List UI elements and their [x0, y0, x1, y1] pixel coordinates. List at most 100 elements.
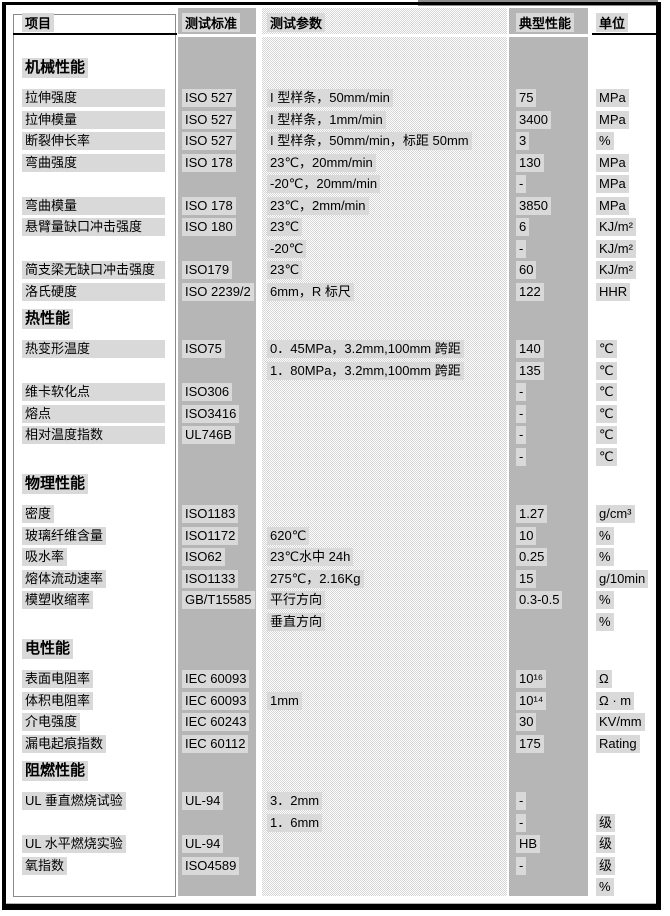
val-text: 10¹⁶ [516, 670, 547, 688]
std-text: IEC 60093 [182, 691, 250, 710]
table-row: 熔点 ISO3416 - ℃ [0, 404, 670, 426]
item-text: 熔体流动速率 [22, 569, 107, 588]
val-text: 75 [516, 89, 537, 107]
unit-cell: % [596, 526, 614, 545]
val-text: 30 [516, 713, 537, 731]
std-cell: ISO 527 [182, 110, 236, 129]
table-row: 体积电阻率 IEC 60093 1mm 10¹⁴ Ω · m [0, 691, 670, 713]
section-title-text: 电性能 [22, 639, 74, 659]
val-cell: 10¹⁶ [516, 670, 547, 688]
item-cell: 拉伸强度 [22, 89, 165, 107]
param-cell: 3．2mm [267, 792, 323, 810]
val-text: 60 [516, 261, 537, 279]
unit-text: KJ/m² [596, 261, 636, 279]
unit-text: MPa [596, 175, 629, 193]
val-text: 175 [516, 734, 544, 753]
param-text: 6mm，R 标尺 [267, 282, 354, 301]
val-cell: HB [516, 835, 541, 853]
param-text: 275℃，2.16Kg [267, 569, 364, 588]
unit-cell: KJ/m² [596, 239, 636, 258]
table-row: 简支梁无缺口冲击强度 ISO179 23℃ 60 KJ/m² [0, 260, 670, 282]
unit-text: % [596, 612, 614, 631]
standard-column-background [178, 37, 256, 896]
unit-header-underline [592, 33, 658, 35]
val-cell: 30 [516, 713, 537, 731]
std-cell: UL746B [182, 426, 235, 444]
item-cell: 体积电阻率 [22, 691, 94, 710]
section-flammability: 阻燃性能 UL 垂直燃烧试验 UL-94 3．2mm -1．6mm - 级 UL 水平燃烧实验… [0, 761, 670, 899]
unit-text: % [596, 526, 614, 545]
table-row: 密度 ISO1183 1.27 g/cm³ [0, 504, 670, 526]
std-text: ISO 2239/2 [182, 282, 254, 301]
unit-text: g/cm³ [596, 505, 635, 523]
unit-cell: ℃ [596, 383, 617, 401]
unit-text: % [596, 132, 614, 150]
val-cell: - [516, 239, 527, 258]
val-text: 3 [516, 132, 530, 150]
item-cell: 相对温度指数 [22, 426, 165, 444]
std-text: ISO 527 [182, 132, 236, 150]
param-cell: 23℃ [267, 218, 303, 236]
std-cell: ISO 178 [182, 196, 236, 215]
item-cell: 吸水率 [22, 548, 68, 566]
val-text: - [516, 792, 527, 810]
val-text: - [516, 239, 527, 258]
unit-text: MPa [596, 196, 629, 215]
std-text: ISO1133 [182, 569, 239, 588]
column-header-params: 测试参数 [267, 13, 326, 32]
param-text: 3．2mm [267, 792, 323, 810]
unit-cell: Ω [596, 670, 612, 688]
val-cell: 10 [516, 526, 537, 545]
column-header-params-text: 测试参数 [267, 13, 326, 32]
unit-cell: HHR [596, 282, 631, 301]
val-text: 130 [516, 153, 544, 172]
param-text: 1mm [267, 691, 302, 710]
table-row: - ℃ [0, 447, 670, 469]
param-text: 23℃，20mm/min [267, 153, 376, 172]
param-cell: 23℃ [267, 261, 303, 279]
unit-text: g/10min [596, 569, 649, 588]
section-title-text: 热性能 [22, 309, 74, 329]
param-text: 23℃，2mm/min [267, 196, 369, 215]
unit-cell: 级 [596, 835, 616, 853]
val-text: - [516, 404, 527, 423]
unit-cell: MPa [596, 110, 629, 129]
column-header-standard: 测试标准 [182, 13, 241, 32]
item-text: 介电强度 [22, 713, 81, 731]
val-cell: 10¹⁴ [516, 691, 547, 710]
item-cell: 悬臂量缺口冲击强度 [22, 218, 165, 236]
unit-text: % [596, 548, 614, 566]
unit-cell: % [596, 548, 614, 566]
unit-cell: MPa [596, 175, 629, 193]
param-cell: 6mm，R 标尺 [267, 282, 354, 301]
val-text: 135 [516, 361, 544, 380]
item-cell: UL 垂直燃烧试验 [22, 792, 126, 810]
val-cell: 3850 [516, 196, 551, 215]
unit-text: ℃ [596, 404, 617, 423]
unit-text: Ω · m [596, 691, 635, 710]
std-cell: ISO75 [182, 340, 225, 358]
unit-text: ℃ [596, 383, 617, 401]
param-cell: I 型样条，50mm/min [267, 89, 393, 107]
param-text: 23℃ [267, 261, 303, 279]
val-cell: 122 [516, 282, 544, 301]
std-text: IEC 60093 [182, 670, 250, 688]
std-cell: ISO 527 [182, 89, 236, 107]
val-text: HB [516, 835, 541, 853]
column-header-item-text: 项目 [22, 13, 55, 32]
val-text: 0.3-0.5 [516, 591, 563, 609]
param-text: I 型样条，50mm/min [267, 89, 393, 107]
item-text: 弯曲模量 [22, 196, 165, 215]
item-column-box [13, 14, 176, 897]
item-cell: 介电强度 [22, 713, 81, 731]
val-text: 1.27 [516, 505, 548, 523]
param-text: 620℃ [267, 526, 310, 545]
param-text: -20℃ [267, 239, 307, 258]
val-text: - [516, 426, 527, 444]
table-row: 垂直方向% [0, 612, 670, 634]
val-cell: 60 [516, 261, 537, 279]
std-cell: ISO4589 [182, 856, 240, 875]
param-text: 23℃水中 24h [267, 548, 354, 566]
param-text: 23℃ [267, 218, 303, 236]
table-row: 漏电起痕指数 IEC 60112 175 Rating [0, 734, 670, 756]
